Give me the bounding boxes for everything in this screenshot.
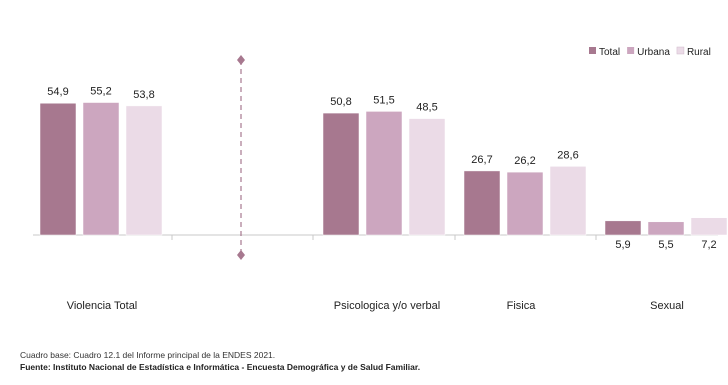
legend-label-urbana: Urbana bbox=[637, 47, 670, 58]
legend-swatch-rural bbox=[676, 46, 685, 55]
legend-swatch-total bbox=[589, 47, 596, 54]
data-label-violencia-total-total: 54,9 bbox=[47, 86, 68, 98]
bar-fisica-urbana bbox=[506, 171, 544, 236]
data-label-violencia-total-urbana: 55,2 bbox=[90, 86, 111, 98]
bar-psicologica-y-o-verbal-total bbox=[322, 112, 360, 236]
bar-fisica-total bbox=[463, 170, 501, 236]
data-label-sexual-rural: 7,2 bbox=[701, 239, 716, 251]
category-label-psicologica-y-o-verbal: Psicologica y/o verbal bbox=[334, 300, 440, 312]
bar-psicologica-y-o-verbal-rural bbox=[408, 118, 446, 236]
separator-marker-bottom bbox=[237, 250, 245, 260]
bar-sexual-total bbox=[604, 220, 642, 236]
bar-violencia-total-rural bbox=[125, 105, 163, 236]
legend-swatch-urbana bbox=[627, 47, 635, 54]
bar-sexual-urbana bbox=[647, 221, 685, 236]
base-note: Cuadro base: Cuadro 12.1 del Informe pri… bbox=[20, 350, 276, 360]
legend-label-total: Total bbox=[599, 47, 620, 58]
source-note: Fuente: Instituto Nacional de Estadístic… bbox=[20, 362, 421, 372]
data-label-psicologica-y-o-verbal-total: 50,8 bbox=[330, 96, 351, 108]
data-label-psicologica-y-o-verbal-urbana: 51,5 bbox=[373, 94, 394, 106]
legend-label-rural: Rural bbox=[687, 47, 711, 58]
category-label-fisica: Fisica bbox=[507, 300, 537, 312]
data-label-fisica-urbana: 26,2 bbox=[514, 155, 535, 167]
data-label-sexual-urbana: 5,5 bbox=[658, 239, 673, 251]
data-label-fisica-total: 26,7 bbox=[471, 154, 492, 166]
category-label-sexual: Sexual bbox=[650, 300, 684, 312]
bar-psicologica-y-o-verbal-urbana bbox=[365, 111, 403, 236]
bar-fisica-rural bbox=[549, 166, 587, 236]
bar-violencia-total-urbana bbox=[82, 102, 120, 236]
separator-marker-top bbox=[237, 55, 245, 65]
data-label-fisica-rural: 28,6 bbox=[557, 149, 578, 161]
bar-violencia-total-total bbox=[39, 102, 77, 236]
data-label-sexual-total: 5,9 bbox=[615, 239, 630, 251]
bar-sexual-rural bbox=[690, 217, 728, 236]
category-label-violencia-total: Violencia Total bbox=[67, 300, 138, 312]
data-label-violencia-total-rural: 53,8 bbox=[133, 89, 154, 101]
data-label-psicologica-y-o-verbal-rural: 48,5 bbox=[416, 102, 437, 114]
